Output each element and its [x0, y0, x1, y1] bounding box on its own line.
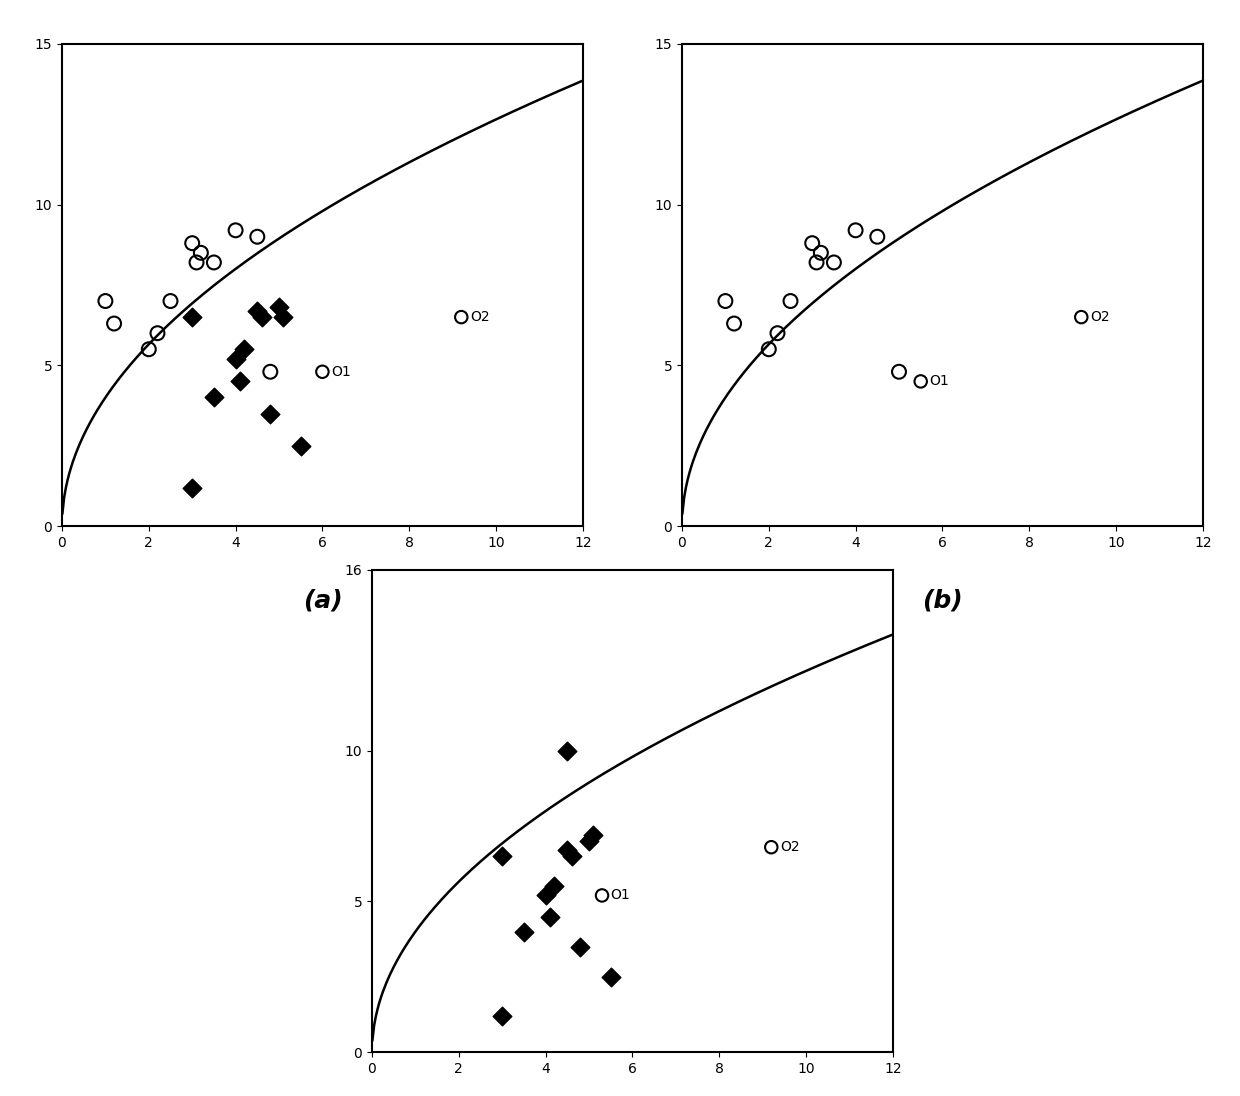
Point: [182, 235, 202, 252]
Point: [1071, 308, 1091, 326]
Point: [260, 404, 280, 422]
Text: O2: O2: [1090, 310, 1110, 324]
Point: [557, 842, 577, 859]
Point: [451, 308, 471, 326]
Point: [160, 293, 181, 310]
Point: [290, 437, 310, 455]
Point: [229, 373, 249, 390]
Point: [846, 221, 866, 239]
Point: [768, 324, 787, 342]
Text: O2: O2: [470, 310, 490, 324]
Point: [823, 253, 843, 271]
Point: [868, 228, 888, 246]
Point: [544, 878, 564, 895]
Point: [139, 341, 159, 358]
Point: [182, 308, 202, 326]
Point: [583, 826, 603, 844]
Point: [715, 293, 735, 310]
Text: O1: O1: [331, 365, 351, 379]
Point: [724, 315, 744, 332]
Point: [269, 299, 289, 317]
Point: [600, 968, 620, 985]
Point: [570, 938, 590, 956]
Point: [492, 1007, 512, 1025]
Point: [247, 228, 267, 246]
Point: [252, 308, 272, 326]
Point: [557, 742, 577, 760]
Point: [579, 833, 599, 850]
Point: [910, 373, 930, 390]
Text: (b): (b): [923, 589, 962, 613]
Point: [148, 324, 167, 342]
Point: [226, 221, 246, 239]
Point: [761, 838, 781, 856]
Point: [104, 315, 124, 332]
Text: (a): (a): [303, 589, 342, 613]
Point: [95, 293, 115, 310]
Point: [247, 301, 267, 319]
Point: [226, 350, 246, 367]
Point: [536, 887, 556, 904]
Point: [593, 887, 613, 904]
Point: [203, 253, 223, 271]
Point: [203, 389, 223, 407]
Point: [781, 293, 801, 310]
Point: [539, 907, 559, 925]
Text: O1: O1: [930, 375, 949, 388]
Point: [806, 253, 826, 271]
Point: [811, 244, 831, 262]
Point: [234, 341, 254, 358]
Point: [802, 235, 822, 252]
Point: [759, 341, 779, 358]
Point: [562, 847, 582, 865]
Text: O2: O2: [780, 841, 800, 854]
Point: [191, 244, 211, 262]
Point: [312, 363, 332, 380]
Point: [492, 847, 512, 865]
Point: [260, 363, 280, 380]
Point: [889, 363, 909, 380]
Text: O1: O1: [610, 889, 630, 902]
Point: [513, 923, 533, 940]
Point: [186, 253, 206, 271]
Point: [182, 479, 202, 496]
Point: [273, 308, 293, 326]
